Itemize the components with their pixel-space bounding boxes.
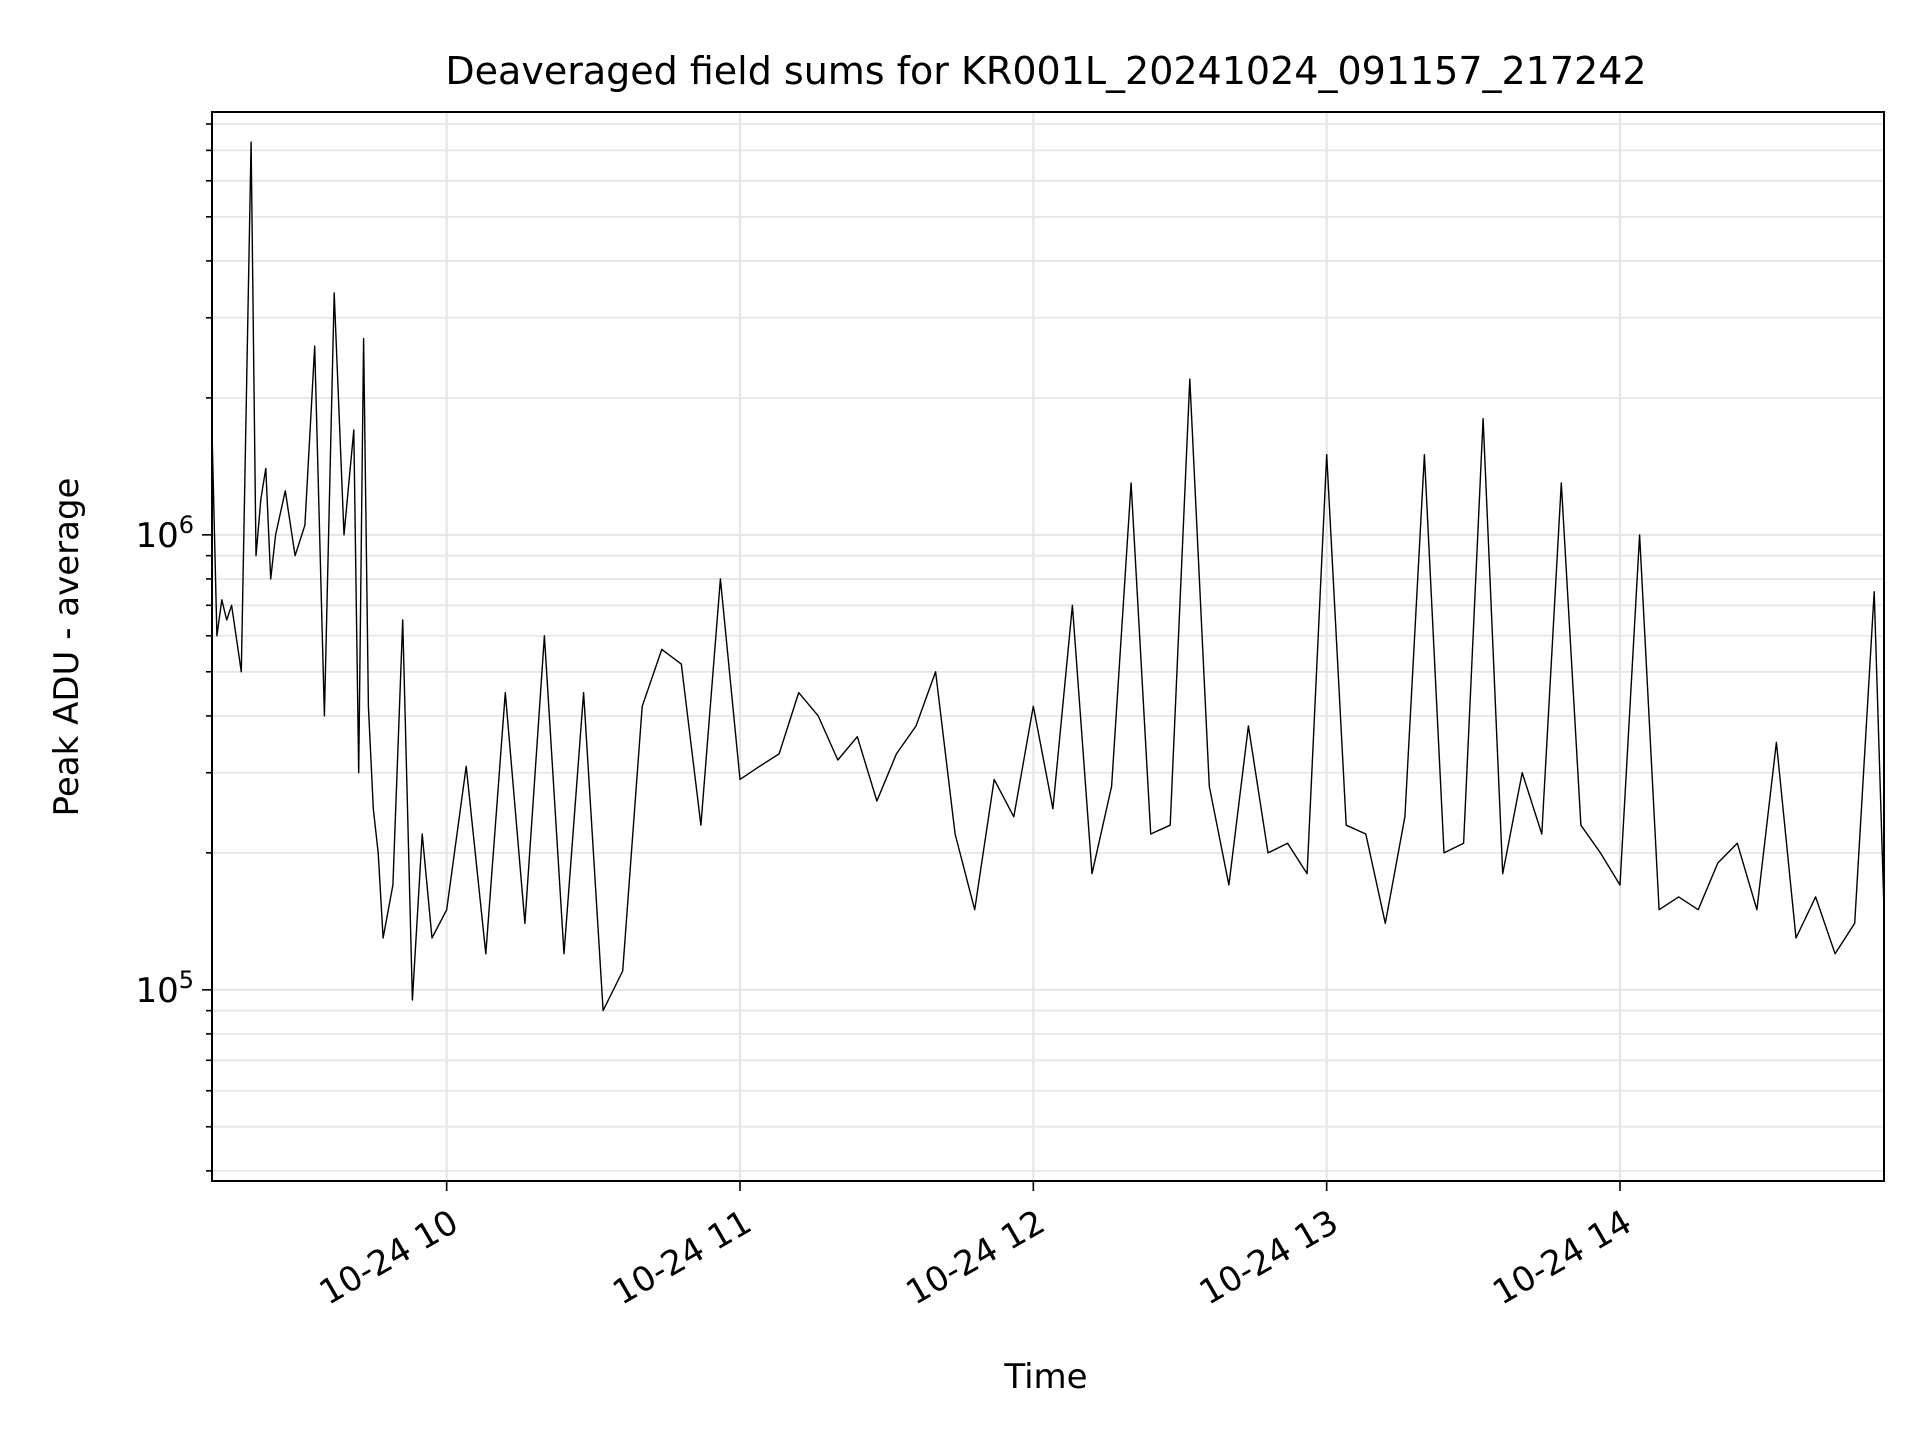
y-tick-label: 105 — [135, 966, 194, 1011]
plot-area-frame — [211, 111, 1885, 1182]
chart-title: Deaveraged field sums for KR001L_2024102… — [445, 49, 1646, 93]
y-tick-label: 106 — [135, 511, 194, 556]
x-axis-label: Time — [1003, 1357, 1087, 1397]
series-layer — [211, 141, 1885, 1012]
grid-lines — [212, 112, 1884, 1181]
y-axis: 105 106 — [135, 123, 212, 1172]
y-axis-label: Peak ADU - average — [47, 478, 87, 817]
series-line — [211, 141, 1885, 1012]
